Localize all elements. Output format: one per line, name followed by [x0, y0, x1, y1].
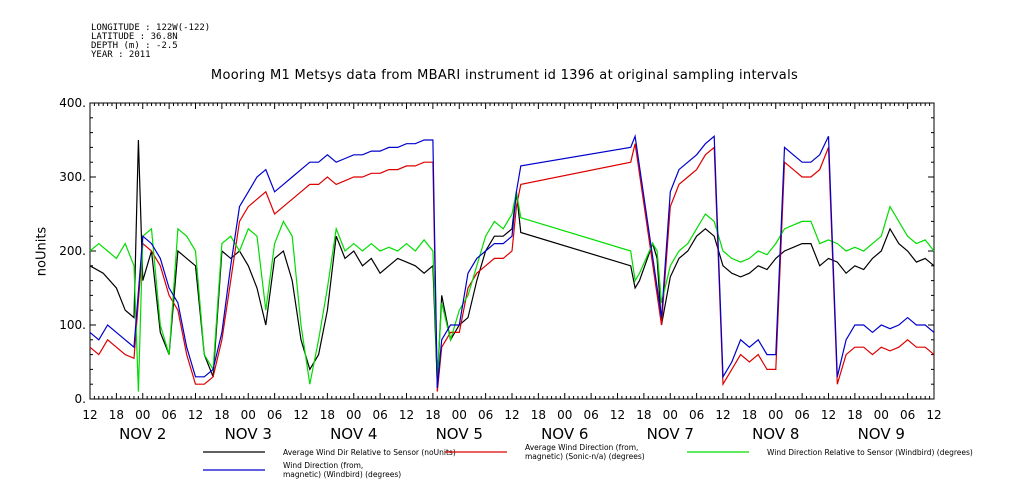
legend-label-4: magnetic) (Windbird) (degrees)	[283, 470, 401, 479]
x-day-label: NOV 3	[225, 425, 272, 443]
x-day-label: NOV 8	[752, 425, 799, 443]
x-tick-label: 06	[267, 408, 282, 422]
x-tick-label: 06	[372, 408, 387, 422]
y-tick-label: 0.	[75, 392, 86, 406]
meta-year: YEAR : 2011	[91, 50, 151, 60]
x-tick-label: 12	[926, 408, 941, 422]
series-line-4	[89, 133, 935, 388]
x-tick-label: 06	[689, 408, 704, 422]
x-day-label: NOV 6	[541, 425, 588, 443]
x-tick-label: 06	[583, 408, 598, 422]
x-tick-label: 00	[346, 408, 361, 422]
x-tick-label: 12	[399, 408, 414, 422]
meta-depth: DEPTH (m) : -2.5	[91, 41, 178, 51]
x-tick-label: 12	[188, 408, 203, 422]
x-tick-label: 06	[478, 408, 493, 422]
x-tick-label: 00	[874, 408, 889, 422]
x-tick-label: 12	[821, 408, 836, 422]
x-tick-label: 12	[504, 408, 519, 422]
x-tick-label: 18	[320, 408, 335, 422]
x-tick-label: 06	[794, 408, 809, 422]
x-day-label: NOV 7	[647, 425, 694, 443]
x-tick-label: 18	[847, 408, 862, 422]
y-tick-label: 300.	[59, 170, 86, 184]
x-tick-label: 12	[715, 408, 730, 422]
x-day-label: NOV 4	[330, 425, 377, 443]
x-tick-label: 00	[241, 408, 256, 422]
chart-title: Mooring M1 Metsys data from MBARI instru…	[210, 68, 799, 83]
series-line-3	[89, 191, 935, 392]
x-tick-label: 00	[452, 408, 467, 422]
meta-longitude: LONGITUDE : 122W(-122)	[91, 23, 211, 33]
legend-label-3: Wind Direction Relative to Sensor (Windb…	[767, 448, 973, 457]
x-tick-label: 00	[768, 408, 783, 422]
x-tick-label: 12	[293, 408, 308, 422]
x-tick-label: 18	[531, 408, 546, 422]
x-tick-label: 06	[161, 408, 176, 422]
x-tick-label: 18	[214, 408, 229, 422]
legend-label-4: Wind Direction (from,	[283, 461, 363, 470]
x-day-label: NOV 5	[436, 425, 483, 443]
meta-latitude: LATITUDE : 36.8N	[91, 32, 178, 42]
y-tick-label: 400.	[59, 96, 86, 110]
x-tick-label: 18	[742, 408, 757, 422]
x-tick-label: 18	[109, 408, 124, 422]
y-tick-label: 100.	[59, 318, 86, 332]
x-tick-label: 06	[900, 408, 915, 422]
x-tick-label: 00	[663, 408, 678, 422]
x-day-label: NOV 2	[119, 425, 166, 443]
x-day-label: NOV 9	[858, 425, 905, 443]
legend-label-2: Average Wind Direction (from,	[525, 443, 638, 452]
x-tick-label: 18	[636, 408, 651, 422]
y-tick-label: 200.	[59, 244, 86, 258]
x-tick-label: 12	[82, 408, 97, 422]
x-tick-label: 18	[425, 408, 440, 422]
x-tick-label: 12	[610, 408, 625, 422]
legend-label-1: Average Wind Dir Relative to Sensor (noU…	[283, 448, 456, 457]
x-tick-label: 00	[135, 408, 150, 422]
x-tick-label: 00	[557, 408, 572, 422]
series-line-2	[89, 143, 935, 392]
legend-label-2: magnetic) (Sonic-n/a) (degrees)	[525, 452, 645, 461]
